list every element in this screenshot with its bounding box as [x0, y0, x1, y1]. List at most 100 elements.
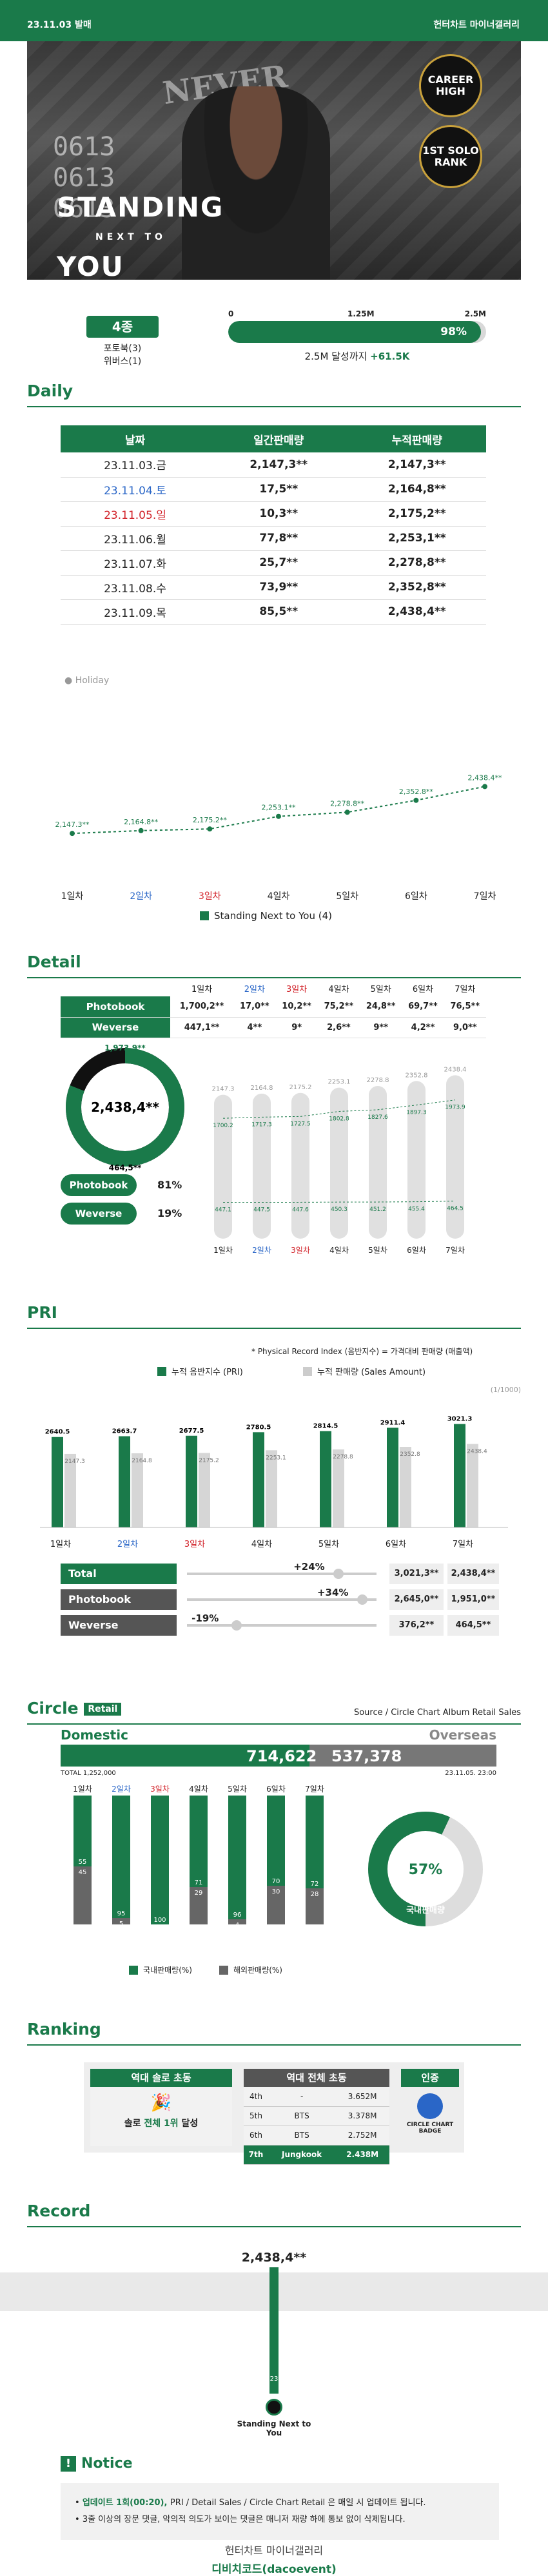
- top-bar: 23.11.03 발매 헌터차트 마이너갤러리: [0, 0, 548, 41]
- circle-bar-domestic: [306, 1796, 324, 1888]
- detail-bar-photo-label: 1700.2: [213, 1123, 233, 1129]
- career-high-badge: CAREER HIGH: [419, 54, 482, 117]
- ranking-cell-rank: 6th: [244, 2126, 268, 2145]
- legend-swatch: [303, 1366, 312, 1376]
- line-data-label: 2,438.4**: [468, 773, 502, 782]
- record-rank: 23: [269, 2376, 279, 2383]
- pri-pct: -19%: [191, 1612, 219, 1624]
- daily-cell-date: 23.11.05.일: [61, 501, 210, 527]
- daily-cell-total: 2,175,2**: [347, 501, 486, 527]
- legend-swatch: [129, 1965, 138, 1975]
- photobook-share: Photobook 81%: [61, 1174, 190, 1196]
- detail-cell: 4,2**: [402, 1017, 444, 1038]
- detail-photo-line: [222, 1099, 456, 1119]
- detail-day: 7일차: [455, 984, 476, 994]
- legend-swatch: [157, 1366, 166, 1376]
- detail-bar-wev-label: 455.4: [408, 1206, 425, 1213]
- detail-bar-total-label: 2175.2: [289, 1084, 312, 1091]
- pri-row-label: Photobook: [61, 1589, 177, 1610]
- ranking-cell-artist: Jungkook: [268, 2145, 336, 2165]
- detail-x-tick: 1일차: [213, 1246, 233, 1255]
- pri-index-value: 376,2**: [389, 1615, 444, 1636]
- daily-cell-daily: 17,5**: [209, 477, 348, 502]
- line-x-tick: 4일차: [268, 891, 290, 902]
- card-header: 인증: [401, 2069, 459, 2087]
- pri-bar-sales: [400, 1447, 411, 1527]
- notice-header: ! Notice: [61, 2455, 499, 2472]
- circle-bar-overseas-label: 28: [311, 1891, 319, 1898]
- line-data-label: 2,278.8**: [330, 799, 364, 808]
- pri-bar-sales: [467, 1444, 478, 1527]
- daily-cell-date: 23.11.08.수: [61, 575, 210, 600]
- ranking-cell-value: 2.438M: [335, 2145, 389, 2165]
- hero-person: [182, 86, 330, 280]
- pri-x-tick: 5일차: [318, 1540, 339, 1549]
- share-value: 19%: [157, 1207, 182, 1219]
- detail-bar-total-label: 2253.1: [328, 1079, 351, 1086]
- circle-bar-domestic-label: 55: [79, 1859, 87, 1866]
- hero-number: 0613: [53, 163, 115, 193]
- pri-bar-sales: [333, 1449, 344, 1527]
- pri-row-label: Total: [61, 1564, 177, 1584]
- pri-dot: [357, 1594, 367, 1605]
- ranking-row: 6th BTS 2.752M: [244, 2126, 389, 2145]
- col-total: 누적판매량: [347, 425, 486, 452]
- daily-cell-date: 23.11.09.목: [61, 599, 210, 625]
- notice-section: ! Notice • 업데이트 1회(00:20), PRI / Detail S…: [61, 2455, 499, 2540]
- pri-bar-index-label: 2640.5: [45, 1429, 70, 1436]
- detail-bar-total-label: 2438.4: [444, 1066, 467, 1073]
- detail-x-tick: 2일차: [252, 1246, 271, 1255]
- ranking-table: 4th -3.652M 5th BTS 3.378M 6th BTS 2.752M 7th Jun…: [244, 2087, 389, 2165]
- daily-row: 23.11.07.화 25,7** 2,278,8**: [61, 550, 486, 576]
- col-date: 날짜: [61, 425, 210, 452]
- overseas-label: Overseas: [429, 1727, 496, 1743]
- circle-donut-arc: [368, 1812, 483, 1926]
- row-label: Weverse: [61, 1017, 170, 1038]
- donut-bottom-value: 464,5**: [109, 1163, 142, 1172]
- pri-bar-index: [387, 1428, 398, 1527]
- version-count: 4종: [86, 316, 159, 338]
- ranking-cell-rank: 5th: [244, 2106, 268, 2126]
- daily-header-row: 날짜 일간판매량 누적판매량: [61, 425, 486, 452]
- ranking-cell-artist: -: [268, 2087, 336, 2107]
- party-icon: 🎉: [150, 2093, 172, 2113]
- circle-asof: 23.11.05. 23:00: [445, 1770, 496, 1777]
- line-x-tick: 6일차: [405, 891, 427, 902]
- circle-bar-overseas: [228, 1919, 246, 1924]
- daily-title: Daily: [27, 382, 522, 407]
- detail-cell: 4**: [233, 1017, 276, 1038]
- card-text-b: 전체 1위: [144, 2118, 179, 2129]
- daily-cell-date: 23.11.07.화: [61, 550, 210, 576]
- circle-bar-overseas-label: 45: [79, 1869, 87, 1876]
- pri-bar-sales-label: 2147.3: [64, 1458, 85, 1465]
- detail-day: 1일차: [191, 984, 213, 994]
- detail-cell: 10,2**: [275, 996, 318, 1018]
- pri-bar-chart: 2640.5 2147.3 1일차 2663.7 2164.8 2일차 2677.5 2175…: [40, 1415, 508, 1549]
- notice-highlight: 업데이트 1회(00:20),: [82, 2498, 170, 2508]
- progress-tick: 0: [228, 309, 234, 318]
- line-x-tick: 7일차: [474, 891, 496, 902]
- circle-title: Circle Retail: [27, 1699, 522, 1725]
- circle-bar-overseas: [267, 1886, 285, 1924]
- line-x-tick: 5일차: [336, 891, 358, 902]
- line-legend: Standing Next to You (4): [200, 910, 332, 922]
- detail-bar-photo-label: 1802.8: [329, 1116, 349, 1123]
- record-value: 2,438,4**: [241, 2251, 307, 2265]
- circle-bar-domestic: [112, 1796, 130, 1918]
- detail-day: 3일차: [286, 984, 308, 994]
- detail-cell: 9,0**: [444, 1017, 486, 1038]
- detail-cell: 69,7**: [402, 996, 444, 1018]
- solo-rank-badge: 1ST SOLO RANK: [419, 125, 482, 188]
- notice-line: • 업데이트 1회(00:20), PRI / Detail Sales / C…: [75, 2498, 426, 2508]
- circle-bar-overseas: [73, 1866, 92, 1924]
- legend-label: 누적 판매량 (Sales Amount): [317, 1368, 426, 1377]
- progress-percent: 98%: [440, 325, 467, 338]
- daily-row: 23.11.05.일 10,3** 2,175,2**: [61, 501, 486, 527]
- pri-dot: [231, 1620, 242, 1631]
- circle-bar-domestic-label: 71: [195, 1879, 203, 1886]
- version-line: 포토북(3): [103, 344, 142, 354]
- detail-corner: [61, 980, 170, 996]
- ranking-row: 5th BTS 3.378M: [244, 2106, 389, 2126]
- pri-bar-index-label: 2814.5: [313, 1422, 338, 1429]
- progress-tick: 2.5M: [464, 309, 486, 318]
